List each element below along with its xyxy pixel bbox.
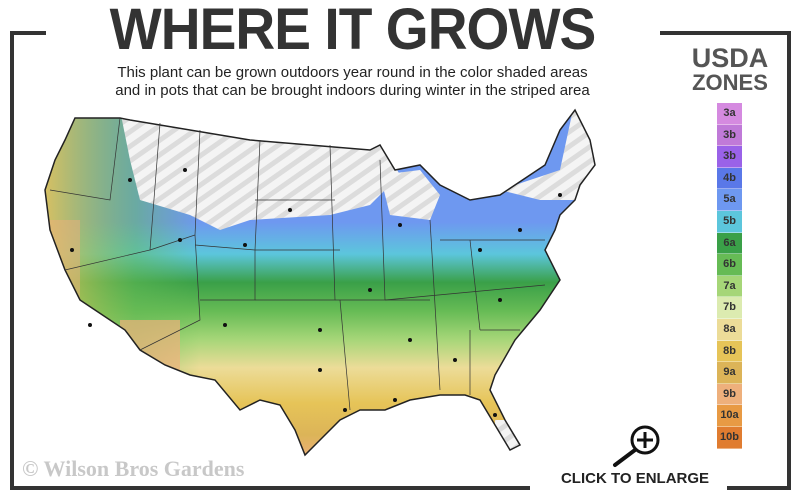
subtitle: This plant can be grown outdoors year ro… — [45, 64, 660, 100]
watermark: © Wilson Bros Gardens — [22, 456, 245, 481]
frame-top-right — [660, 31, 791, 35]
zone-swatch: 9b — [717, 383, 742, 406]
state-borders — [49, 117, 546, 411]
zone-swatch: 5a — [717, 189, 742, 211]
zone-swatch: 3b — [717, 124, 742, 147]
city-markers — [70, 168, 562, 417]
zone-swatch: 6b — [717, 254, 742, 276]
zone-swatch: 7b — [717, 297, 742, 319]
zoom-in-icon[interactable] — [608, 422, 668, 468]
frame-top-left — [10, 31, 46, 35]
zone-swatch: 10a — [717, 405, 742, 427]
subtitle-line-2: and in pots that can be brought indoors … — [115, 82, 590, 99]
zone-swatch: 8b — [717, 340, 742, 363]
frame-bottom-left — [10, 486, 530, 490]
zone-swatch: 3b — [717, 146, 742, 168]
south-florida-striped — [495, 420, 535, 455]
california-coast-zone — [45, 220, 80, 310]
zone-swatch: 4b — [717, 167, 742, 190]
zone-legend: 3a 3b 3b 4b 5a 5b 6a 6b 7a 7b 8a 8b 9a 9… — [717, 103, 742, 449]
legend-title-line-1: USDA — [691, 43, 769, 73]
subtitle-line-1: This plant can be grown outdoors year ro… — [117, 64, 588, 81]
frame-bottom-right — [727, 486, 791, 490]
zone-swatch: 8a — [717, 318, 742, 341]
zone-swatch: 3a — [717, 103, 742, 125]
zone-swatch: 7a — [717, 275, 742, 298]
frame-left — [10, 31, 14, 489]
legend-title-line-2: ZONES — [692, 70, 768, 95]
legend-title: USDA ZONES — [672, 44, 788, 94]
frame-right — [787, 31, 791, 489]
click-to-enlarge-button[interactable]: CLICK TO ENLARGE — [560, 470, 710, 487]
zone-swatch: 5b — [717, 210, 742, 233]
zone-swatch: 6a — [717, 232, 742, 255]
zone-swatch: 9a — [717, 362, 742, 384]
zone-swatch: 10b — [717, 426, 742, 449]
page-title: WHERE IT GROWS — [109, 0, 597, 62]
